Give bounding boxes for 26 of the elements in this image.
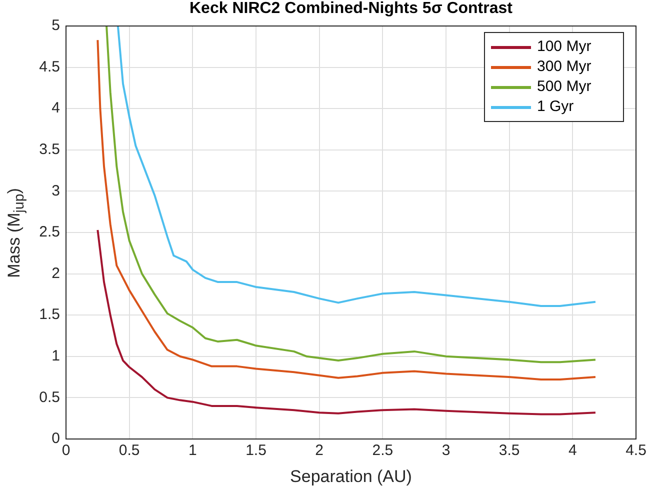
y-tick-label: 0	[52, 430, 60, 448]
x-tick-label: 4.5	[626, 442, 646, 460]
x-tick-label: 1	[188, 442, 197, 460]
legend-label: 100 Myr	[537, 37, 592, 57]
x-tick-label: 3.5	[498, 442, 520, 460]
legend-label: 300 Myr	[537, 57, 592, 77]
x-tick-label: 2.5	[372, 442, 394, 460]
y-tick-label: 2.5	[39, 224, 60, 241]
x-tick-label: 2	[315, 442, 324, 460]
y-tick-label: 4	[52, 100, 60, 117]
legend-label: 500 Myr	[537, 77, 592, 97]
x-tick-label: 4	[568, 442, 577, 460]
y-tick-label: 3.5	[39, 141, 60, 158]
y-tick-label: 4.5	[39, 58, 60, 76]
y-tick-label: 1	[52, 348, 60, 365]
x-tick-label: 3	[442, 442, 450, 460]
y-tick-label: 0.5	[39, 388, 60, 406]
x-tick-label: 1.5	[246, 442, 266, 460]
y-tick-label: 5	[52, 17, 60, 34]
y-tick-label: 3	[52, 182, 60, 200]
y-tick-label: 1.5	[39, 306, 60, 324]
chart-title: Keck NIRC2 Combined-Nights 5σ Contrast	[188, 0, 514, 18]
x-axis-title: Separation (AU)	[289, 467, 413, 487]
legend-label: 1 Gyr	[537, 97, 574, 117]
y-tick-label: 2	[52, 264, 60, 282]
x-tick-label: 0.5	[118, 442, 140, 460]
